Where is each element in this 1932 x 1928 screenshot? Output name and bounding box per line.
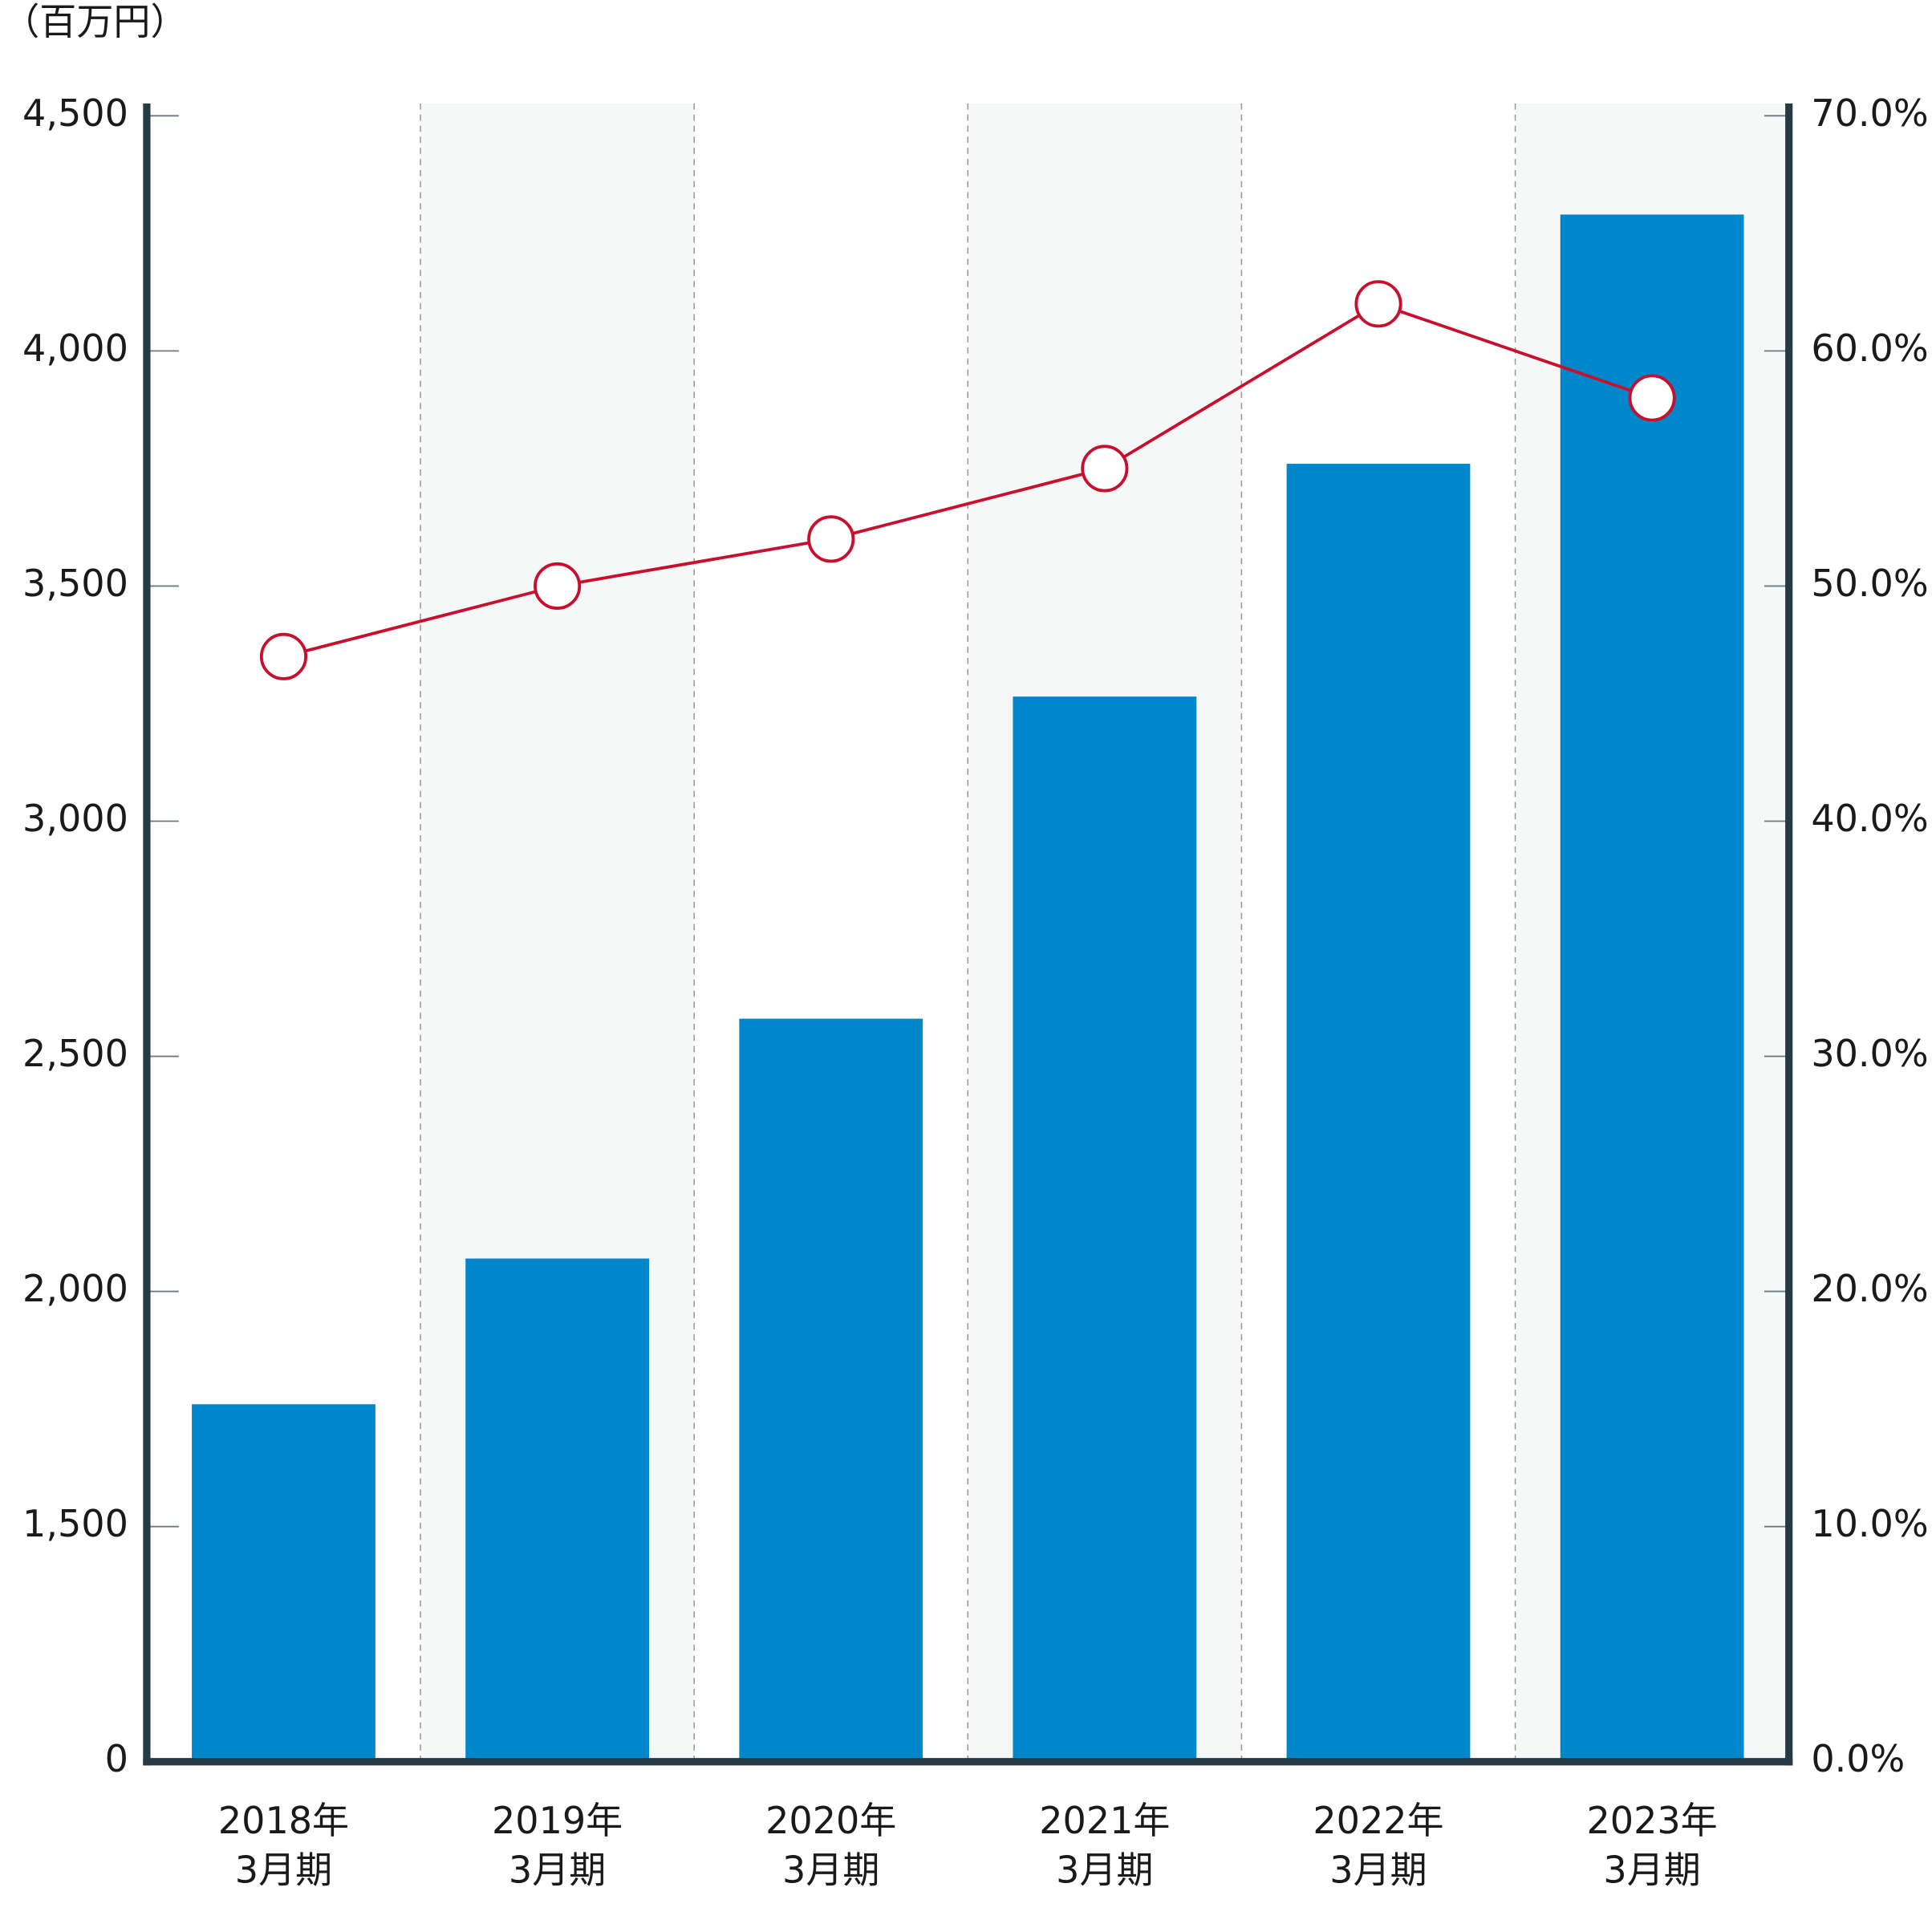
y-tick-label: 2,500	[22, 1032, 128, 1075]
line-marker	[534, 562, 582, 610]
bar	[192, 1404, 375, 1762]
x-tick-label: 2020年	[765, 1799, 896, 1842]
x-tick-label: 3月期	[1329, 1848, 1427, 1891]
unit-label: （百万円）	[2, 0, 187, 43]
y-tick-label: 2,000	[22, 1267, 128, 1310]
line-marker	[1081, 444, 1129, 493]
y2-tick-label: 40.0%	[1811, 797, 1928, 840]
y2-tick-label: 30.0%	[1811, 1032, 1928, 1075]
y-tick-label: 3,000	[22, 797, 128, 840]
x-tick-label: 2019年	[492, 1799, 623, 1842]
bar	[1286, 464, 1471, 1762]
line-marker	[807, 515, 855, 563]
bar	[1560, 214, 1744, 1762]
line-marker	[1628, 374, 1676, 422]
line-marker	[1354, 280, 1402, 328]
x-tick-label: 3月期	[235, 1848, 332, 1891]
y-tick-label: 4,500	[22, 91, 128, 135]
line-marker	[259, 632, 308, 680]
x-tick-label: 2023年	[1587, 1799, 1718, 1842]
bar	[1013, 696, 1197, 1762]
x-tick-label: 2021年	[1039, 1799, 1170, 1842]
bar	[739, 1018, 923, 1762]
x-tick-label: 2022年	[1313, 1799, 1443, 1842]
bar	[465, 1258, 650, 1762]
x-tick-label: 3月期	[1603, 1848, 1700, 1891]
y-tick-label: 0	[105, 1737, 128, 1780]
line	[283, 302, 1653, 659]
y2-tick-label: 10.0%	[1811, 1502, 1928, 1545]
y2-tick-label: 50.0%	[1811, 562, 1928, 605]
y-tick-label: 4,000	[22, 327, 128, 370]
y2-tick-label: 0.0%	[1811, 1737, 1905, 1780]
x-tick-label: 3月期	[1056, 1848, 1153, 1891]
y2-tick-label: 20.0%	[1811, 1267, 1928, 1310]
x-tick-label: 3月期	[782, 1848, 879, 1891]
y2-tick-label: 60.0%	[1811, 327, 1928, 370]
y2-tick-label: 70.0%	[1811, 91, 1928, 135]
x-tick-label: 3月期	[509, 1848, 606, 1891]
y-tick-label: 1,500	[22, 1502, 128, 1545]
y-tick-label: 3,500	[22, 562, 128, 605]
x-tick-label: 2018年	[218, 1799, 349, 1842]
